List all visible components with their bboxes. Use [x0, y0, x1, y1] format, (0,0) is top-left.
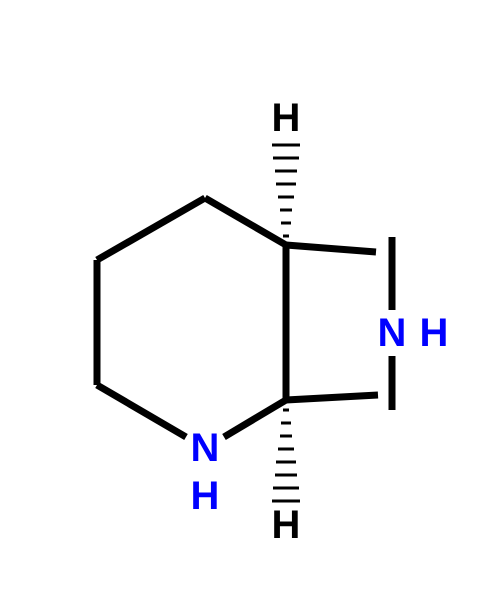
atom-h-bottom: H — [272, 503, 301, 547]
wedge-bottom — [272, 410, 300, 501]
bond-c4a-c5 — [286, 245, 376, 252]
bond-c2-c3 — [97, 198, 205, 260]
wedge-top — [272, 145, 300, 236]
bond-c7-c7a — [286, 395, 378, 400]
atom-h-top: H — [272, 96, 301, 140]
atom-h1: H — [191, 474, 220, 518]
atom-n1: N — [191, 426, 220, 470]
molecule-diagram: N H N H H H — [0, 0, 500, 600]
atom-n2: N — [378, 311, 407, 355]
bond-n1-c1 — [97, 385, 186, 437]
atom-h2: H — [420, 311, 449, 355]
bond-c3-c4a — [205, 198, 286, 245]
bond-c7a-n1 — [224, 400, 286, 437]
molecule-svg: N H N H H H — [0, 0, 500, 600]
